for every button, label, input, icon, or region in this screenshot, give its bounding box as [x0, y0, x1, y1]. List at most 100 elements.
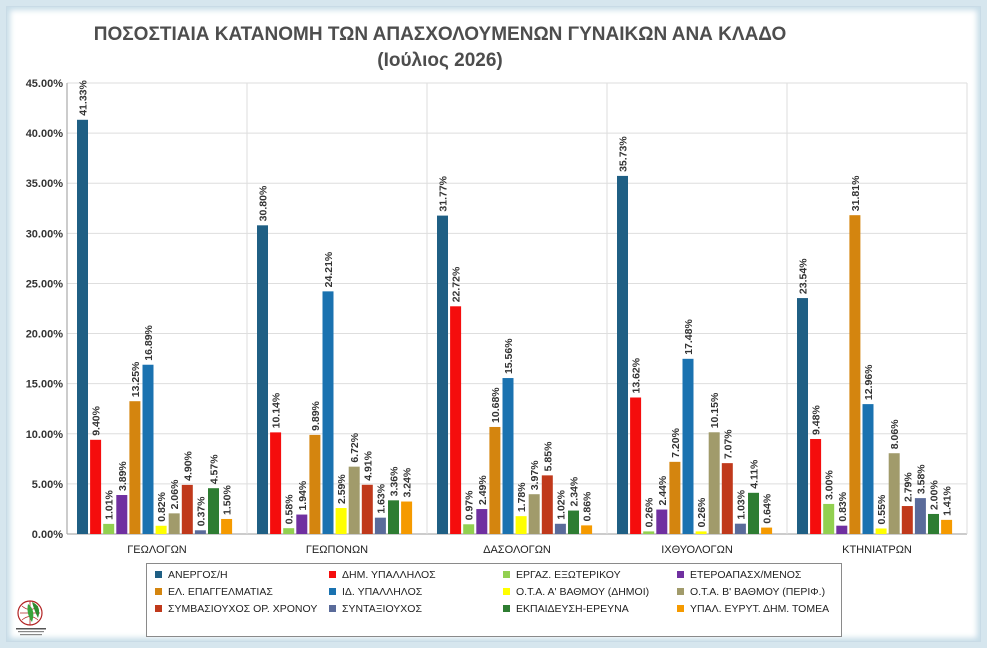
y-tick-label: 5.00% [32, 479, 63, 491]
legend-swatch [503, 588, 510, 595]
bar [476, 509, 488, 534]
bar [463, 524, 475, 534]
data-label: 0.97% [464, 490, 476, 520]
data-label: 1.63% [375, 483, 387, 513]
bar [849, 215, 861, 534]
bar [941, 519, 953, 534]
data-label: 1.50% [222, 485, 234, 515]
data-label: 30.80% [258, 185, 270, 221]
data-label: 0.55% [876, 494, 888, 524]
data-label: 0.83% [837, 491, 849, 521]
data-label: 2.49% [477, 475, 489, 505]
bar [77, 119, 88, 534]
geotee-logo [16, 600, 46, 636]
legend-swatch [155, 571, 162, 578]
data-label: 5.85% [542, 441, 554, 471]
data-label: 22.72% [451, 266, 463, 302]
data-label: 16.89% [143, 324, 155, 360]
data-label: 2.79% [902, 472, 914, 502]
bar [656, 509, 668, 534]
bar [721, 463, 733, 534]
data-label: 0.26% [696, 497, 708, 527]
bar [682, 358, 694, 534]
data-label: 13.62% [631, 357, 643, 393]
data-label: 4.91% [362, 450, 374, 480]
data-label: 7.20% [670, 427, 682, 457]
legend-item: ΑΝΕΡΓΟΣ/Η [147, 566, 321, 583]
bar [208, 488, 219, 534]
bar [823, 503, 835, 534]
legend-item: ΕΛ. ΕΠΑΓΓΕΛΜΑΤΙΑΣ [147, 583, 321, 600]
bar [194, 530, 206, 534]
legend-swatch [503, 571, 510, 578]
data-label: 1.94% [297, 480, 309, 510]
bar [450, 306, 462, 534]
legend-item: ΣΥΝΤΑΞΙΟΥΧΟΣ [321, 600, 495, 617]
legend-label: ΕΛ. ΕΠΑΓΓΕΛΜΑΤΙΑΣ [168, 585, 273, 598]
y-axis: 0.00% 5.00% 10.00% 15.00% 20.00% 25.00% 30.00%… [26, 78, 64, 541]
bar [116, 495, 128, 534]
legend-label: ΣΥΜΒΑΣΙΟΥΧΟΣ ΟΡ. ΧΡΟΝΟΥ [168, 602, 318, 615]
legend-item: Ο.Τ.Α. Β' ΒΑΘΜΟΥ (ΠΕΡΙΦ.) [669, 583, 841, 600]
x-tick-label: ΓΕΩΛΟΓΩΝ [127, 544, 187, 556]
bar [155, 525, 167, 534]
legend-label: ΕΚΠΑΙΔΕΥΣΗ-ΕΡΕΥΝΑ [516, 602, 629, 615]
bar [836, 525, 848, 534]
legend-item: ΕΡΓΑΖ. ΕΞΩΤΕΡΙΚΟΥ [495, 566, 669, 583]
bar [322, 291, 334, 534]
legend-swatch [155, 605, 162, 612]
y-tick-label: 30.00% [26, 228, 64, 240]
data-label: 9.89% [310, 400, 322, 430]
data-label: 35.73% [618, 136, 630, 172]
bar [437, 215, 448, 534]
bar [103, 523, 115, 534]
legend-label: Ο.Τ.Α. Β' ΒΑΘΜΟΥ (ΠΕΡΙΦ.) [690, 585, 826, 598]
bar [296, 514, 308, 534]
bar [630, 397, 642, 534]
legend-item: ΕΚΠΑΙΔΕΥΣΗ-ΕΡΕΥΝΑ [495, 600, 669, 617]
bar [90, 439, 102, 534]
bar [708, 432, 720, 534]
data-label: 10.15% [709, 392, 721, 428]
data-label: 2.06% [169, 479, 181, 509]
y-tick-label: 35.00% [26, 178, 64, 190]
legend-label: ΕΡΓΑΖ. ΕΞΩΤΕΡΙΚΟΥ [516, 568, 621, 581]
value-labels: 41.33%9.40%1.01%3.89%13.25%16.89%0.82% 2.… [78, 80, 954, 528]
legend-swatch [329, 588, 336, 595]
bar [502, 378, 514, 534]
data-label: 10.68% [490, 387, 502, 423]
data-label: 1.78% [516, 482, 528, 512]
data-label: 9.48% [811, 405, 823, 435]
data-label: 41.33% [78, 80, 90, 116]
data-label: 10.14% [271, 392, 283, 428]
bar [643, 531, 655, 534]
data-label: 4.57% [209, 454, 221, 484]
bar [669, 461, 681, 534]
data-label: 6.72% [349, 432, 361, 462]
legend-item: Ο.Τ.Α. Α' ΒΑΘΜΟΥ (ΔΗΜΟΙ) [495, 583, 669, 600]
data-label: 17.48% [683, 319, 695, 355]
data-label: 4.11% [749, 459, 761, 489]
bar [270, 432, 282, 534]
bar [901, 506, 913, 534]
legend-label: Ο.Τ.Α. Α' ΒΑΘΜΟΥ (ΔΗΜΟΙ) [516, 585, 650, 598]
data-label: 3.00% [824, 469, 836, 499]
data-label: 13.25% [130, 361, 142, 397]
legend-label: ΕΤΕΡΟΑΠΑΣΧ/ΜΕΝΟΣ [690, 568, 802, 581]
data-label: 0.26% [644, 497, 656, 527]
bar [797, 298, 808, 534]
bar [309, 434, 321, 534]
data-label: 15.56% [503, 338, 515, 374]
bar [348, 466, 360, 534]
bar [875, 528, 887, 534]
legend: ΑΝΕΡΓΟΣ/Η ΔΗΜ. ΥΠΑΛΛΗΛΟΣ ΕΡΓΑΖ. ΕΞΩΤΕΡΙΚΟΥ… [146, 563, 842, 637]
legend-item: ΙΔ. ΥΠΑΛΛΗΛΟΣ [321, 583, 495, 600]
bar [695, 531, 707, 534]
x-tick-label: ΚΤΗΝΙΑΤΡΩΝ [842, 544, 912, 556]
chart-title-line2: (Ιούλιος 2026) [377, 50, 503, 71]
legend-label: ΙΔ. ΥΠΑΛΛΗΛΟΣ [342, 585, 423, 598]
legend-item: ΕΤΕΡΟΑΠΑΣΧ/ΜΕΝΟΣ [669, 566, 841, 583]
bar [734, 523, 746, 534]
legend-item: ΣΥΜΒΑΣΙΟΥΧΟΣ ΟΡ. ΧΡΟΝΟΥ [147, 600, 321, 617]
